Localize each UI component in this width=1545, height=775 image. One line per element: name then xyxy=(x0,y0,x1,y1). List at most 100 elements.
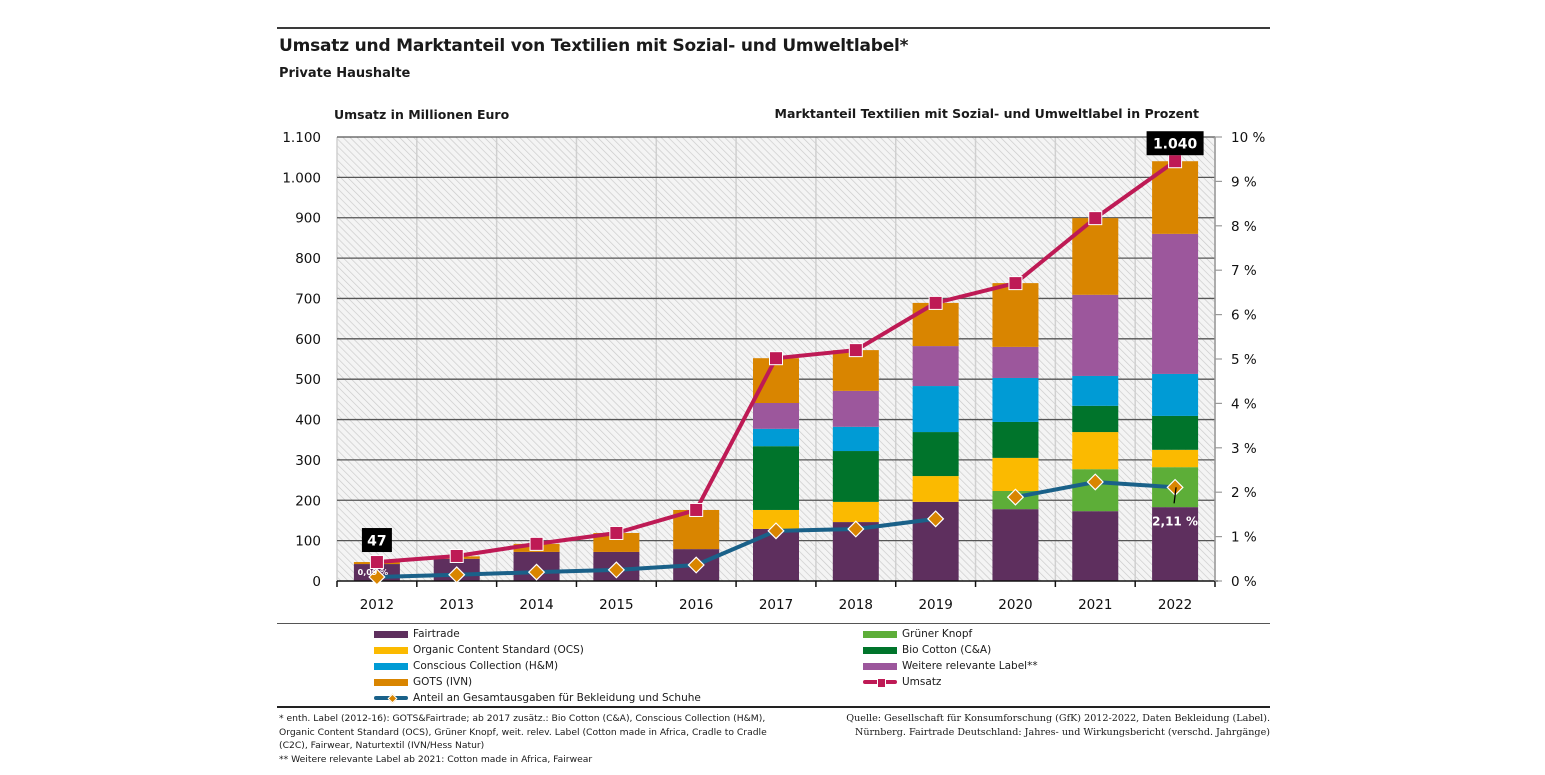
x-tick-label: 2021 xyxy=(1078,597,1112,613)
umsatz-marker xyxy=(449,548,464,563)
legend-item: Bio Cotton (C&A) xyxy=(863,643,991,657)
legend-item: Weitere relevante Label** xyxy=(863,659,1038,673)
anteil-marker xyxy=(1166,478,1184,496)
umsatz-marker xyxy=(928,295,943,310)
bar-segment xyxy=(753,428,799,447)
legend-item: Fairtrade xyxy=(374,627,460,641)
legend-label: Organic Content Standard (OCS) xyxy=(413,644,584,656)
bar-segment xyxy=(992,377,1039,422)
bar-segment xyxy=(1152,233,1199,374)
y2-tick-label: 1 % xyxy=(1231,530,1257,546)
y-axis-label-right: Marktanteil Textilien mit Sozial- und Um… xyxy=(774,106,1199,121)
bar-segment xyxy=(753,358,799,403)
y2-tick-label: 8 % xyxy=(1231,219,1257,235)
umsatz-marker xyxy=(609,525,624,540)
bar-segment xyxy=(832,451,879,502)
bar-segment xyxy=(1072,294,1119,376)
x-tick-label: 2018 xyxy=(839,597,873,613)
legend-label: Umsatz xyxy=(902,676,942,688)
percent-label: 0,09 % xyxy=(358,568,389,577)
legend-swatch xyxy=(374,662,408,670)
y2-tick-label: 2 % xyxy=(1231,485,1257,501)
y-tick-label: 600 xyxy=(295,332,321,348)
y2-tick-label: 7 % xyxy=(1231,263,1257,279)
chart-subtitle: Private Haushalte xyxy=(279,66,411,81)
bar-segment xyxy=(1152,373,1199,416)
footnote-line: * enth. Label (2012-16): GOTS&Fairtrade;… xyxy=(279,713,766,724)
bar-segment xyxy=(593,532,640,552)
legend-swatch xyxy=(863,630,897,638)
bar-segment xyxy=(1152,449,1199,468)
bar-segment xyxy=(753,402,799,429)
legend-bottom-rule xyxy=(277,706,1270,708)
source-note: Quelle: Gesellschaft für Konsumforschung… xyxy=(846,712,1270,740)
bar-segment xyxy=(912,476,959,502)
umsatz-marker xyxy=(769,351,783,366)
anteil-marker xyxy=(687,556,705,574)
bar-segment xyxy=(992,346,1039,378)
legend-swatch xyxy=(374,678,408,686)
legend-item: Conscious Collection (H&M) xyxy=(374,659,558,673)
legend-swatch xyxy=(863,646,897,654)
y-tick-label: 800 xyxy=(295,251,321,267)
legend-item: GOTS (IVN) xyxy=(374,675,472,689)
top-rule xyxy=(277,27,1270,29)
anteil-marker xyxy=(1086,473,1104,491)
legend-line-square-icon xyxy=(863,675,897,689)
anteil-line xyxy=(376,516,936,580)
anteil-marker xyxy=(847,520,865,538)
bar-segment xyxy=(992,457,1039,491)
source-line: Quelle: Gesellschaft für Konsumforschung… xyxy=(846,713,1270,724)
value-label-box xyxy=(1146,131,1204,156)
legend-line-diamond-icon xyxy=(374,691,408,705)
bar-segment xyxy=(912,346,959,387)
bar-segment xyxy=(832,501,879,523)
legend-label: Bio Cotton (C&A) xyxy=(902,644,992,656)
legend-item: Anteil an Gesamtausgaben für Bekleidung … xyxy=(374,691,701,705)
x-tick-label: 2012 xyxy=(360,597,394,613)
legend-label: Fairtrade xyxy=(413,628,460,640)
y-tick-label: 1.100 xyxy=(282,130,321,146)
x-tick-label: 2019 xyxy=(918,597,952,613)
y2-tick-label: 6 % xyxy=(1231,308,1257,324)
bar-segment xyxy=(912,386,959,433)
bar-segment xyxy=(992,421,1039,458)
umsatz-marker xyxy=(1168,154,1183,169)
bar-segment xyxy=(1152,507,1199,581)
y-tick-label: 400 xyxy=(295,413,321,429)
legend-label: Weitere relevante Label** xyxy=(902,660,1038,672)
bar-segment xyxy=(832,426,879,452)
legend-item: Organic Content Standard (OCS) xyxy=(374,643,584,657)
y-tick-label: 300 xyxy=(295,453,321,469)
legend-label: Conscious Collection (H&M) xyxy=(413,660,559,672)
y2-tick-label: 5 % xyxy=(1231,352,1257,368)
y2-tick-label: 10 % xyxy=(1231,130,1265,146)
x-tick-label: 2020 xyxy=(998,597,1032,613)
umsatz-marker xyxy=(1008,276,1023,291)
footnote-line: Organic Content Standard (OCS), Grüner K… xyxy=(279,726,767,738)
umsatz-marker xyxy=(689,502,704,517)
legend-item: Grüner Knopf xyxy=(863,627,972,641)
x-tick-label: 2016 xyxy=(679,597,713,613)
bar-segment xyxy=(1072,511,1119,581)
legend-swatch xyxy=(863,662,897,670)
footnote-line: ** Weitere relevante Label ab 2021: Cott… xyxy=(279,753,593,765)
legend-item: Umsatz xyxy=(863,675,941,689)
x-tick-label: 2013 xyxy=(440,597,474,613)
x-tick-label: 2017 xyxy=(759,597,793,613)
anteil-marker xyxy=(1006,488,1025,506)
bar-segment xyxy=(1072,432,1119,470)
y2-tick-label: 0 % xyxy=(1231,574,1257,590)
bar-segment xyxy=(1072,375,1119,406)
y-tick-label: 0 xyxy=(312,574,321,590)
chart-title: Umsatz und Marktanteil von Textilien mit… xyxy=(279,36,909,56)
value-label: 47 xyxy=(367,534,386,550)
umsatz-marker xyxy=(369,555,384,570)
x-tick-label: 2015 xyxy=(599,597,633,613)
bar-segment xyxy=(992,283,1039,347)
bar-segment xyxy=(832,390,879,427)
legend-label: Grüner Knopf xyxy=(902,628,973,640)
umsatz-marker xyxy=(848,343,863,358)
bar-segment xyxy=(1152,415,1199,450)
x-tick-label: 2022 xyxy=(1158,597,1192,613)
